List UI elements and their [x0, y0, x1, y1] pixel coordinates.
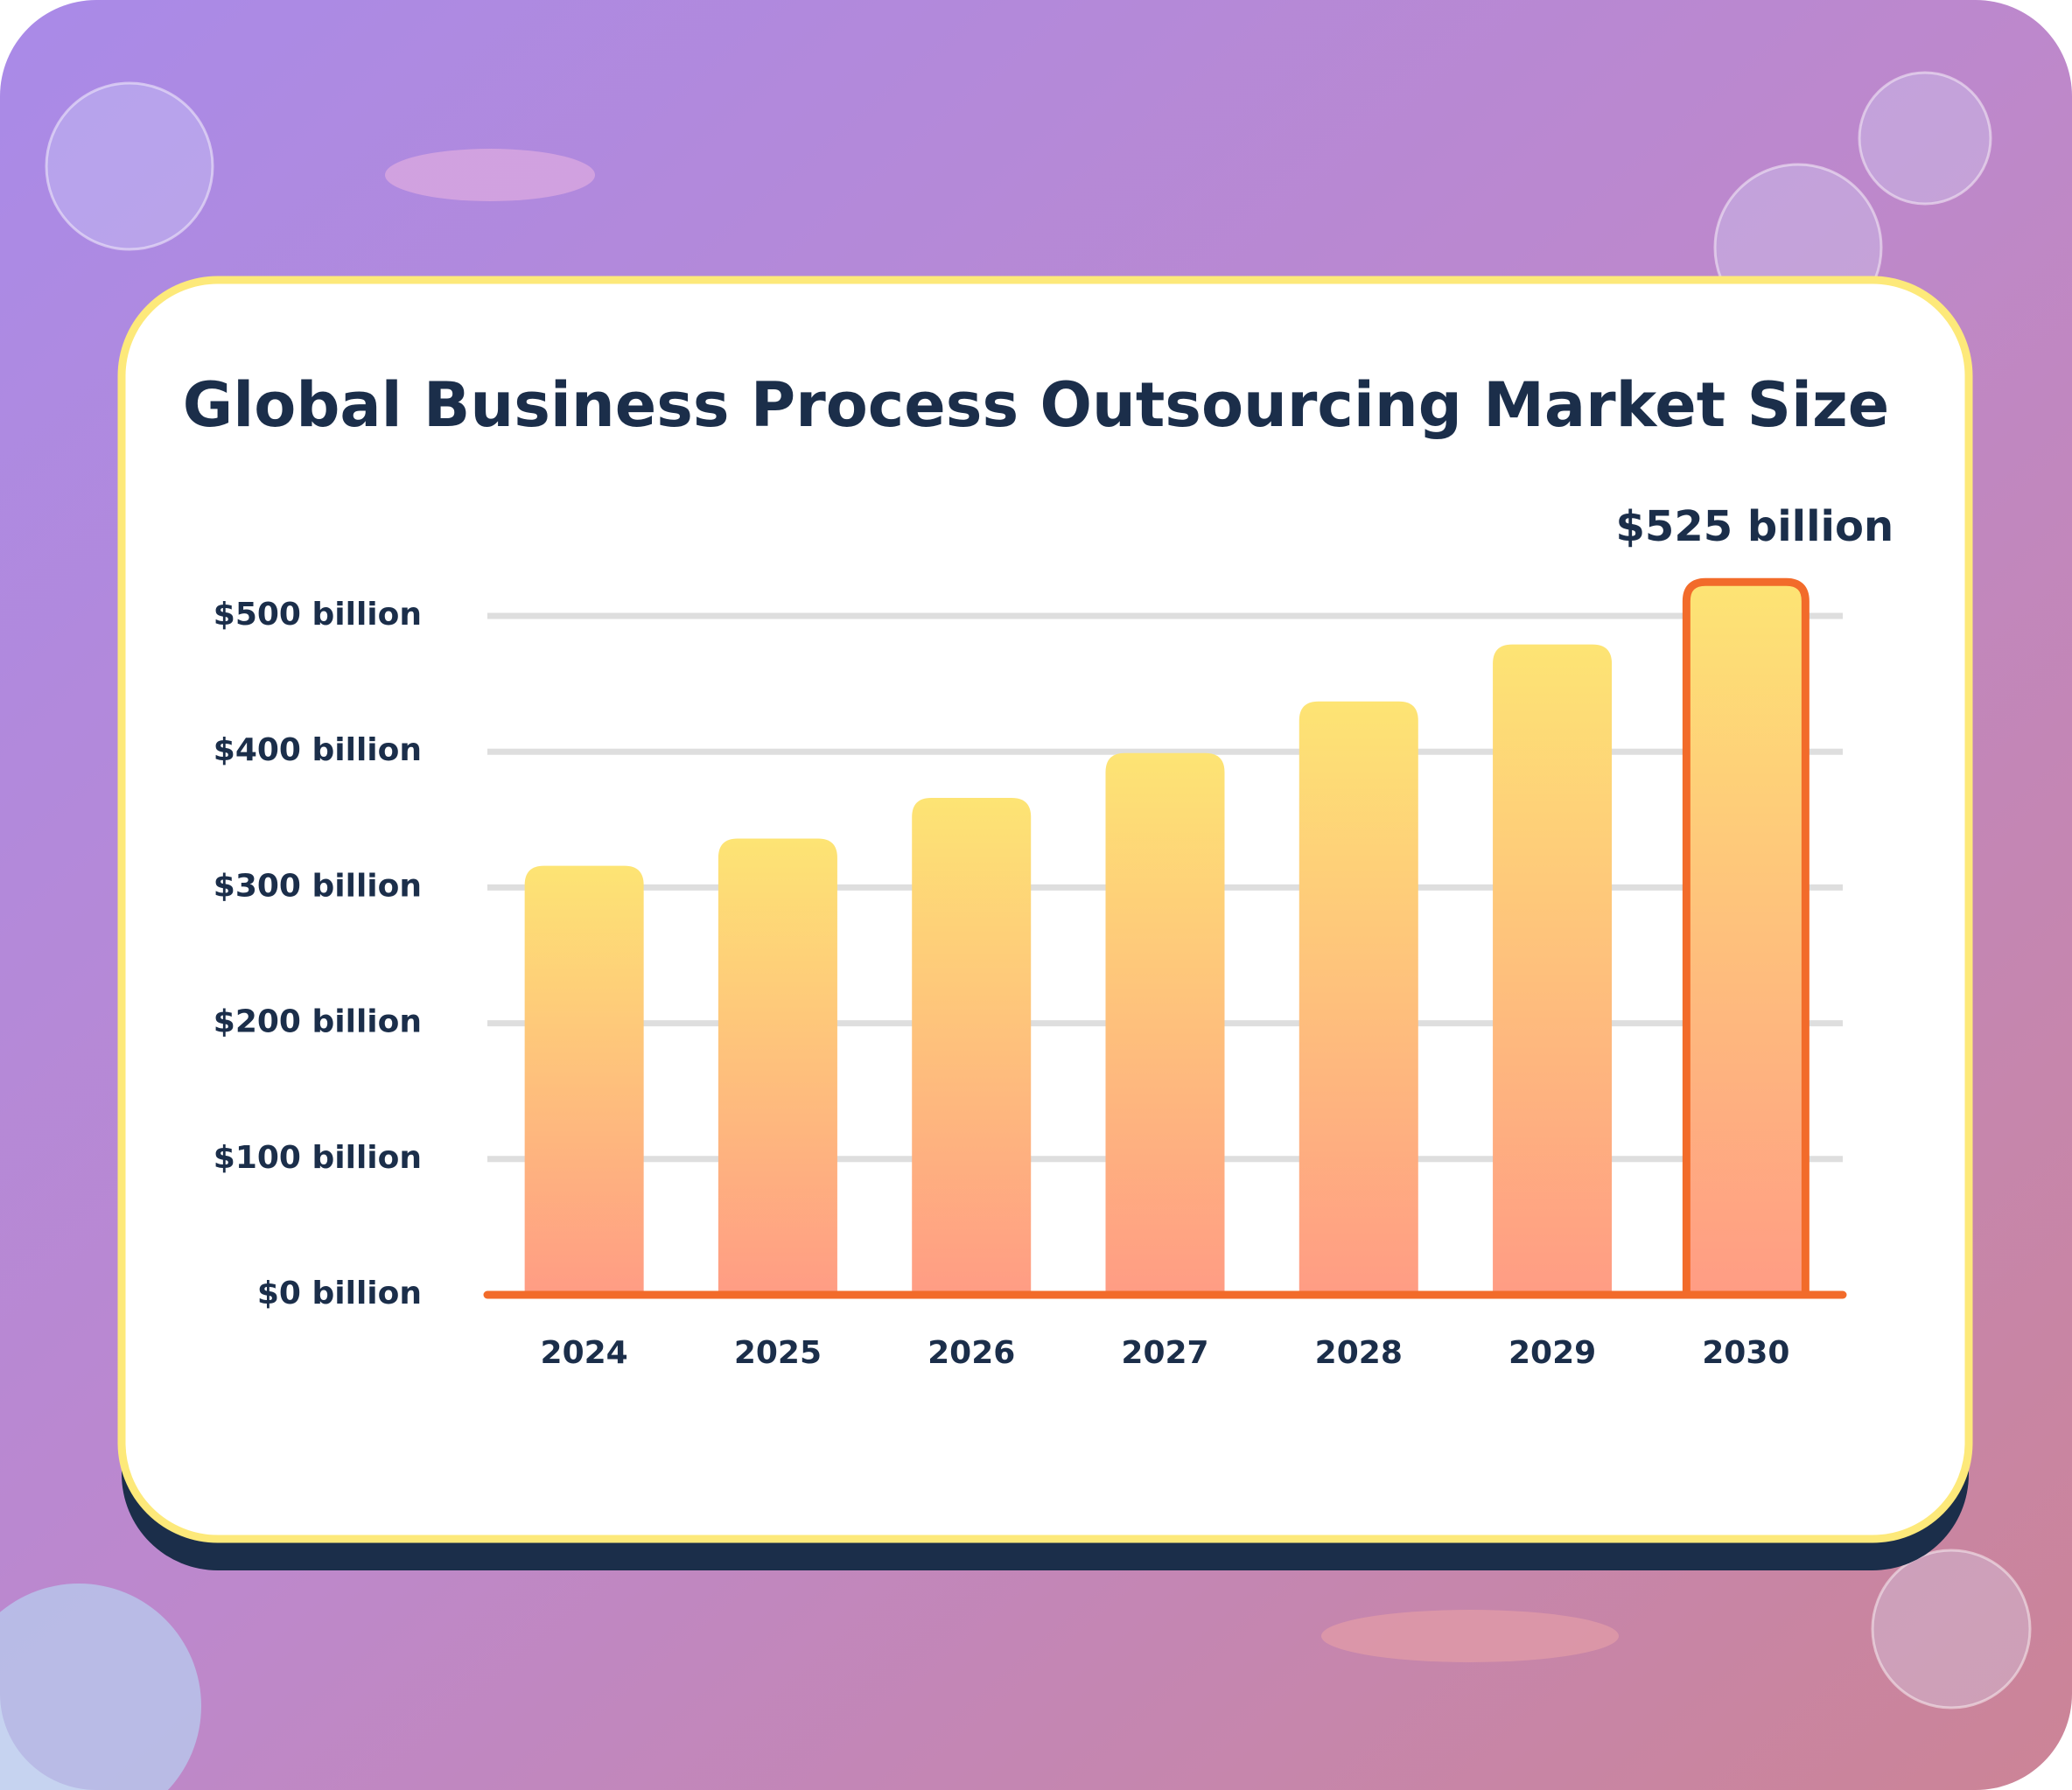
bar	[524, 865, 644, 1295]
bar	[1105, 752, 1225, 1295]
y-tick-label: $500 billion	[214, 597, 422, 633]
y-tick-label: $200 billion	[214, 1004, 422, 1040]
x-tick-label: 2030	[1702, 1335, 1789, 1371]
y-tick-label: $0 billion	[257, 1276, 422, 1311]
decorations	[0, 71, 2032, 1790]
x-tick-label: 2026	[928, 1335, 1015, 1371]
y-tick-label: $300 billion	[214, 868, 422, 904]
y-tick-label: $100 billion	[214, 1140, 422, 1176]
bar	[718, 838, 837, 1295]
x-tick-label: 2028	[1315, 1335, 1403, 1371]
bar	[1682, 577, 1810, 1299]
bar	[1493, 644, 1613, 1295]
x-tick-label: 2029	[1508, 1335, 1596, 1371]
value-label: $525 billion	[1616, 502, 1894, 551]
bar	[1298, 701, 1418, 1295]
x-tick-label: 2027	[1121, 1335, 1208, 1371]
y-tick-label: $400 billion	[214, 732, 422, 768]
x-tick-label: 2025	[734, 1335, 822, 1371]
x-tick-label: 2024	[541, 1335, 628, 1371]
bar	[912, 797, 1032, 1295]
chart-title: Global Business Process Outsourcing Mark…	[183, 369, 1889, 441]
